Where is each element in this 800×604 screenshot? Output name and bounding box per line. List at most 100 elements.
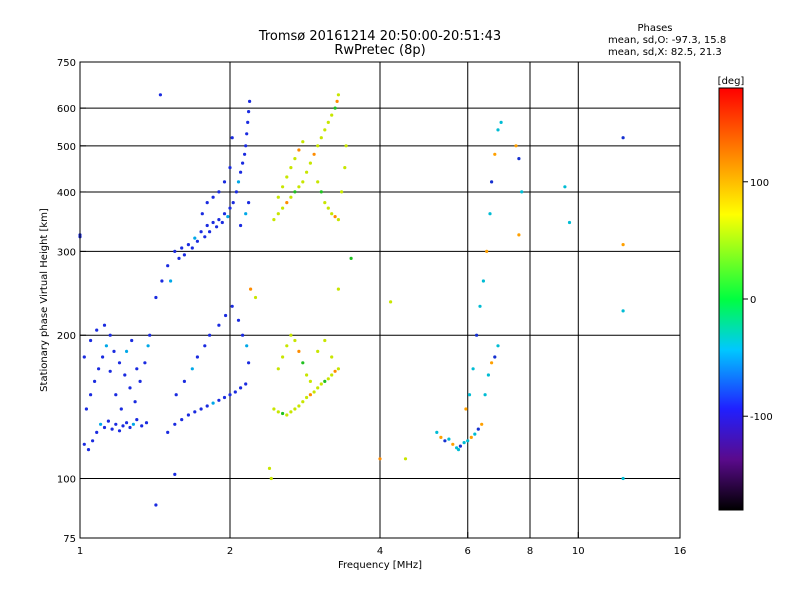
data-point xyxy=(293,190,297,194)
data-point xyxy=(276,367,280,371)
data-point xyxy=(247,201,251,205)
y-tick-label: 300 xyxy=(57,247,76,258)
data-point xyxy=(108,333,112,337)
data-point xyxy=(621,136,625,140)
data-point xyxy=(230,304,234,308)
data-point xyxy=(330,212,334,216)
data-point xyxy=(102,323,107,327)
x-axis-label: Frequency [MHz] xyxy=(338,560,422,571)
data-point xyxy=(478,304,482,308)
data-point xyxy=(121,424,125,428)
data-point xyxy=(297,404,301,408)
data-point xyxy=(104,344,108,348)
data-point xyxy=(222,212,227,216)
data-point xyxy=(114,422,118,426)
data-point xyxy=(99,422,103,426)
stats-line-x: mean, sd,X: 82.5, 21.3 xyxy=(608,47,722,58)
data-point xyxy=(123,373,127,377)
data-point xyxy=(267,466,272,470)
data-point xyxy=(128,386,132,390)
data-point xyxy=(248,99,252,103)
chart-title: Tromsø 20161214 20:50:00-20:51:43 xyxy=(258,29,501,44)
data-point xyxy=(336,218,340,222)
data-point xyxy=(130,338,134,343)
x-tick-label: 2 xyxy=(227,546,233,557)
data-point xyxy=(488,212,492,216)
data-point xyxy=(247,361,251,365)
data-point xyxy=(239,386,243,390)
data-point xyxy=(496,344,500,348)
x-tick-label: 1 xyxy=(77,546,83,557)
data-point xyxy=(160,279,164,283)
data-point xyxy=(117,361,122,365)
data-point xyxy=(439,435,443,439)
x-tick-label: 16 xyxy=(674,546,687,557)
y-axis-label: Stationary phase Virtual Height [km] xyxy=(39,208,50,392)
data-point xyxy=(301,361,305,365)
data-point xyxy=(125,421,129,425)
colorbar xyxy=(718,87,744,511)
data-point xyxy=(245,344,249,348)
data-point xyxy=(621,243,625,247)
data-point xyxy=(217,323,221,327)
data-point xyxy=(249,287,253,291)
data-point xyxy=(308,379,312,383)
data-point xyxy=(186,413,190,417)
data-point xyxy=(230,136,234,140)
data-point xyxy=(323,128,327,132)
data-point xyxy=(244,144,248,148)
x-tick-label: 6 xyxy=(465,546,471,557)
data-point xyxy=(203,235,207,239)
data-point xyxy=(499,120,503,124)
data-point xyxy=(154,295,158,300)
data-point xyxy=(305,373,309,377)
colorbar-ticks: 100 0 -100 xyxy=(743,178,773,423)
stats-header: Phases xyxy=(637,23,672,34)
data-point xyxy=(517,157,521,161)
data-point xyxy=(517,233,521,237)
data-point xyxy=(245,132,249,136)
data-point xyxy=(205,201,209,205)
data-point xyxy=(514,144,518,148)
data-point xyxy=(112,349,116,353)
data-point xyxy=(476,427,480,431)
data-point xyxy=(226,215,230,219)
data-point xyxy=(135,367,139,371)
data-point xyxy=(228,166,232,170)
data-point xyxy=(301,140,305,144)
data-point xyxy=(323,201,327,205)
y-tick-label: 750 xyxy=(57,58,76,69)
data-point xyxy=(319,382,323,386)
data-point xyxy=(281,355,285,359)
data-point xyxy=(323,338,327,343)
data-point xyxy=(91,439,95,443)
data-point xyxy=(215,225,219,229)
data-point xyxy=(236,318,241,322)
data-point xyxy=(131,422,135,426)
data-point xyxy=(244,382,248,386)
data-point xyxy=(326,206,330,210)
y-tick-label: 500 xyxy=(57,142,76,153)
data-point xyxy=(467,393,472,397)
data-point xyxy=(336,367,340,371)
data-point xyxy=(205,404,209,408)
data-point xyxy=(169,279,173,283)
data-point xyxy=(563,185,567,189)
data-point xyxy=(173,472,177,476)
data-point xyxy=(621,476,625,481)
data-point xyxy=(308,393,312,397)
data-point xyxy=(475,333,479,337)
data-point xyxy=(173,422,177,426)
data-point xyxy=(199,230,203,234)
data-point xyxy=(148,333,152,337)
data-point xyxy=(144,421,149,425)
data-point xyxy=(224,313,228,318)
y-tick-label: 75 xyxy=(63,534,76,545)
data-point xyxy=(217,218,221,222)
data-point xyxy=(228,206,232,210)
data-point xyxy=(335,99,339,103)
data-point xyxy=(301,400,305,404)
data-point xyxy=(481,279,485,283)
data-point xyxy=(458,444,462,448)
data-point xyxy=(84,407,88,411)
